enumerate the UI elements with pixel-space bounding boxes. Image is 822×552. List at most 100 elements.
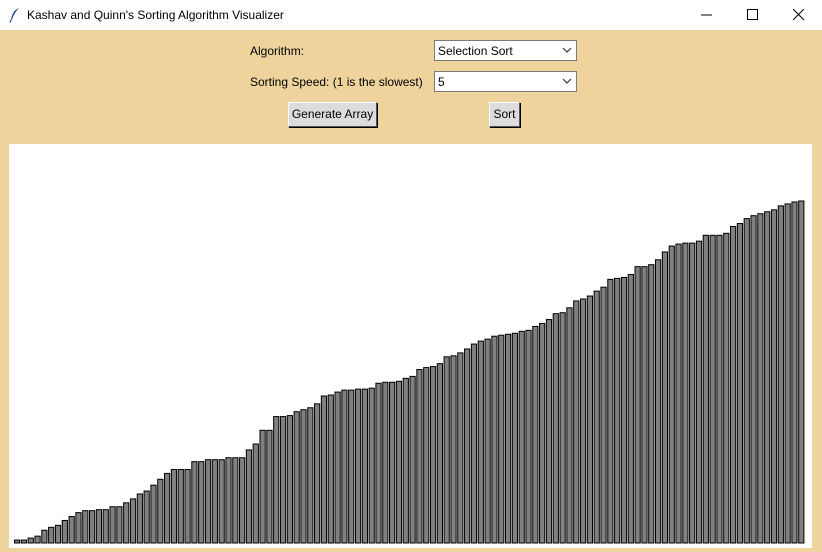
bar (641, 266, 648, 544)
bar (416, 369, 423, 544)
bar (477, 340, 484, 544)
bar (614, 277, 621, 544)
bar (136, 493, 143, 544)
close-button[interactable] (776, 0, 822, 30)
bar (770, 209, 778, 544)
bar (593, 290, 600, 544)
bar (327, 394, 334, 544)
bar (314, 403, 321, 544)
bar (402, 377, 409, 544)
bar-chart (14, 200, 805, 544)
bar (627, 273, 634, 544)
bar (389, 381, 396, 544)
chevron-down-icon (562, 47, 572, 53)
bar (525, 329, 532, 544)
bar (695, 240, 703, 544)
bar (573, 300, 580, 544)
bar (395, 380, 403, 544)
bar (607, 278, 614, 544)
bar (450, 355, 457, 544)
algorithm-label: Algorithm: (250, 44, 305, 58)
bar (539, 322, 546, 544)
bar (586, 295, 594, 544)
bar (511, 332, 518, 544)
bar (170, 469, 178, 544)
bar (491, 335, 498, 544)
bar (518, 330, 525, 544)
bar (82, 510, 89, 544)
bar (14, 539, 21, 544)
close-icon (793, 9, 805, 21)
bar (729, 225, 737, 544)
bar (736, 223, 744, 544)
bar (68, 516, 75, 544)
bar (34, 535, 41, 544)
bar (252, 443, 259, 544)
bar (559, 312, 566, 544)
bar (791, 201, 798, 544)
window-title: Kashav and Quinn's Sorting Algorithm Vis… (27, 8, 284, 22)
bar (436, 363, 443, 544)
bar (743, 218, 750, 544)
speed-select[interactable]: 5 (434, 71, 577, 92)
bar (307, 407, 314, 544)
bar (498, 334, 505, 544)
bar (648, 264, 655, 544)
bar (723, 232, 730, 544)
bar (668, 245, 675, 544)
bar (429, 366, 437, 544)
title-bar: Kashav and Quinn's Sorting Algorithm Vis… (0, 0, 822, 30)
bar (757, 213, 764, 544)
bar (184, 469, 191, 544)
bar (457, 352, 464, 544)
bar (286, 415, 293, 544)
bar (464, 348, 471, 544)
bar (764, 211, 771, 544)
bar (409, 375, 416, 544)
bar (348, 389, 355, 544)
minimize-icon (701, 14, 712, 16)
bar (423, 367, 430, 544)
bar (164, 472, 171, 544)
bar (48, 526, 55, 544)
bar (709, 234, 716, 544)
bar (259, 429, 266, 544)
bar (191, 461, 198, 544)
bar (129, 498, 137, 544)
bar (143, 490, 150, 544)
bar (620, 276, 628, 544)
bar (579, 298, 587, 544)
speed-label: Sorting Speed: (1 is the slowest) (250, 75, 423, 89)
bar (157, 478, 164, 544)
maximize-button[interactable] (730, 0, 776, 30)
bar (470, 343, 478, 544)
bar-canvas (9, 144, 812, 548)
bar (20, 539, 28, 544)
bar (504, 333, 512, 544)
bar (443, 356, 450, 544)
bar (27, 537, 34, 544)
bar (484, 338, 491, 544)
feather-icon (8, 7, 22, 23)
minimize-button[interactable] (684, 0, 730, 30)
generate-array-button[interactable]: Generate Array (288, 102, 377, 127)
bar (211, 459, 218, 544)
algorithm-select[interactable]: Selection Sort (434, 40, 577, 61)
bar (750, 215, 757, 544)
bar (61, 519, 68, 544)
bar (204, 459, 212, 544)
bar (266, 429, 273, 544)
bar (320, 395, 328, 544)
bar (41, 529, 48, 544)
bar (245, 449, 253, 544)
bar (532, 325, 539, 544)
bar (95, 509, 103, 544)
bar (382, 381, 389, 544)
bar (239, 457, 246, 544)
bar (566, 307, 573, 544)
bar (545, 319, 553, 544)
bar (89, 510, 96, 544)
sort-button[interactable]: Sort (489, 102, 520, 127)
bar (368, 387, 375, 544)
bar (375, 382, 382, 544)
